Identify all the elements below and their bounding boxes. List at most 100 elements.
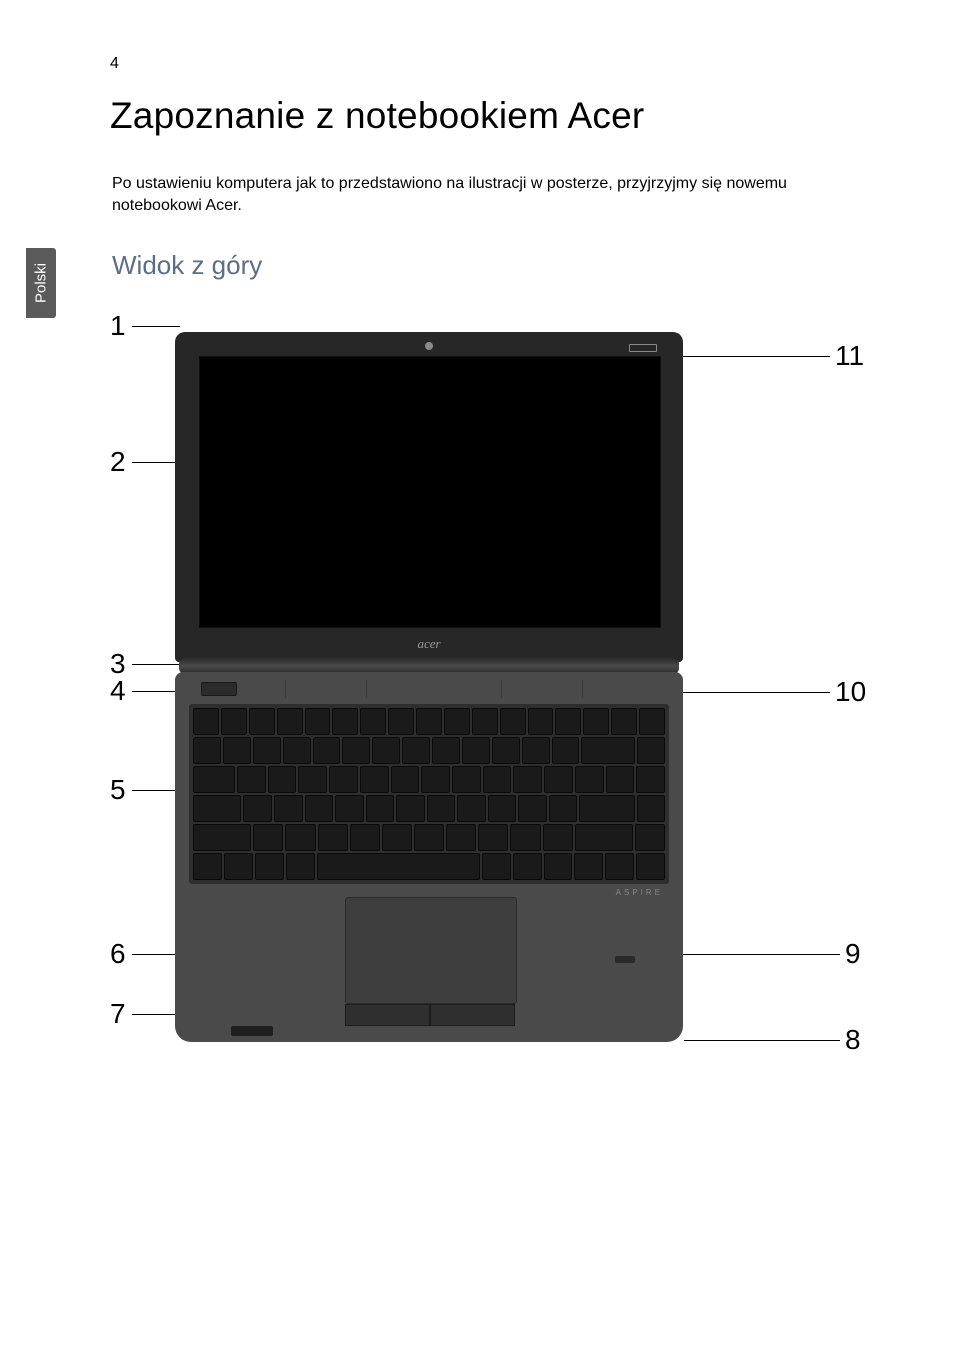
power-button bbox=[201, 682, 237, 696]
callout-9: 9 bbox=[845, 938, 861, 970]
key bbox=[579, 795, 634, 822]
key bbox=[402, 737, 430, 764]
laptop-lid: acer bbox=[175, 332, 683, 662]
bezel-brand: acer bbox=[175, 636, 683, 652]
key-row bbox=[193, 853, 665, 880]
key bbox=[513, 853, 542, 880]
key bbox=[611, 708, 637, 735]
palmrest-indicator bbox=[615, 956, 635, 963]
key bbox=[636, 766, 665, 793]
key bbox=[522, 737, 550, 764]
key-row bbox=[193, 766, 665, 793]
key bbox=[298, 766, 327, 793]
key bbox=[421, 766, 450, 793]
intro-paragraph: Po ustawieniu komputera jak to przedstaw… bbox=[112, 173, 832, 216]
key bbox=[329, 766, 358, 793]
speaker-left bbox=[285, 680, 367, 698]
key-row bbox=[193, 795, 665, 822]
document-page: Polski 4 Zapoznanie z notebookiem Acer P… bbox=[0, 0, 954, 1369]
key-row bbox=[193, 824, 665, 851]
leader-line bbox=[684, 1040, 840, 1041]
key bbox=[462, 737, 490, 764]
key bbox=[223, 737, 251, 764]
key bbox=[274, 795, 303, 822]
key bbox=[478, 824, 508, 851]
key bbox=[193, 766, 235, 793]
key bbox=[253, 737, 281, 764]
callout-10: 10 bbox=[835, 676, 866, 708]
key bbox=[606, 766, 635, 793]
key bbox=[432, 737, 460, 764]
key-row bbox=[193, 708, 665, 735]
language-tab: Polski bbox=[26, 248, 56, 318]
front-indicator-strip bbox=[231, 1026, 273, 1036]
key bbox=[193, 795, 241, 822]
key bbox=[637, 737, 665, 764]
key bbox=[391, 766, 420, 793]
key bbox=[575, 766, 604, 793]
laptop-illustration: acer bbox=[175, 332, 683, 1044]
key bbox=[416, 708, 442, 735]
key bbox=[513, 766, 542, 793]
key bbox=[335, 795, 364, 822]
key bbox=[549, 795, 578, 822]
key bbox=[492, 737, 520, 764]
key bbox=[543, 824, 573, 851]
key bbox=[366, 795, 395, 822]
page-title: Zapoznanie z notebookiem Acer bbox=[110, 95, 644, 137]
key bbox=[446, 824, 476, 851]
keyboard bbox=[189, 704, 669, 884]
key bbox=[488, 795, 517, 822]
key bbox=[221, 708, 247, 735]
key bbox=[528, 708, 554, 735]
key bbox=[396, 795, 425, 822]
top-view-diagram: 1 2 3 4 5 6 7 11 10 9 8 bbox=[110, 310, 870, 1070]
key bbox=[575, 824, 633, 851]
key bbox=[360, 766, 389, 793]
laptop-base: ASPIRE bbox=[175, 672, 683, 1042]
touchpad-buttons bbox=[345, 1004, 515, 1026]
key bbox=[639, 708, 665, 735]
key bbox=[518, 795, 547, 822]
leader-line bbox=[658, 356, 830, 357]
key bbox=[581, 737, 635, 764]
callout-2: 2 bbox=[110, 446, 126, 478]
key bbox=[510, 824, 540, 851]
key bbox=[483, 766, 512, 793]
key bbox=[482, 853, 511, 880]
key bbox=[332, 708, 358, 735]
leader-line bbox=[680, 692, 830, 693]
key bbox=[555, 708, 581, 735]
key bbox=[305, 795, 334, 822]
key bbox=[544, 766, 573, 793]
key bbox=[350, 824, 380, 851]
key bbox=[427, 795, 456, 822]
key bbox=[637, 795, 666, 822]
key bbox=[277, 708, 303, 735]
webcam-icon bbox=[425, 342, 433, 350]
key bbox=[305, 708, 331, 735]
page-number: 4 bbox=[110, 55, 119, 73]
laptop-screen bbox=[199, 356, 661, 628]
callout-5: 5 bbox=[110, 774, 126, 806]
callout-11: 11 bbox=[835, 340, 864, 372]
key bbox=[414, 824, 444, 851]
callout-6: 6 bbox=[110, 938, 126, 970]
callout-8: 8 bbox=[845, 1024, 861, 1056]
key bbox=[286, 853, 315, 880]
key-row bbox=[193, 737, 665, 764]
key-spacebar bbox=[317, 853, 480, 880]
palmrest-brand: ASPIRE bbox=[616, 888, 663, 897]
key bbox=[268, 766, 297, 793]
key bbox=[574, 853, 603, 880]
key bbox=[605, 853, 634, 880]
section-heading: Widok z góry bbox=[112, 250, 262, 281]
callout-7: 7 bbox=[110, 998, 126, 1030]
key bbox=[388, 708, 414, 735]
key bbox=[360, 708, 386, 735]
callout-1: 1 bbox=[110, 310, 126, 342]
key bbox=[452, 766, 481, 793]
key bbox=[193, 708, 219, 735]
mic-inset bbox=[629, 344, 657, 352]
key bbox=[283, 737, 311, 764]
